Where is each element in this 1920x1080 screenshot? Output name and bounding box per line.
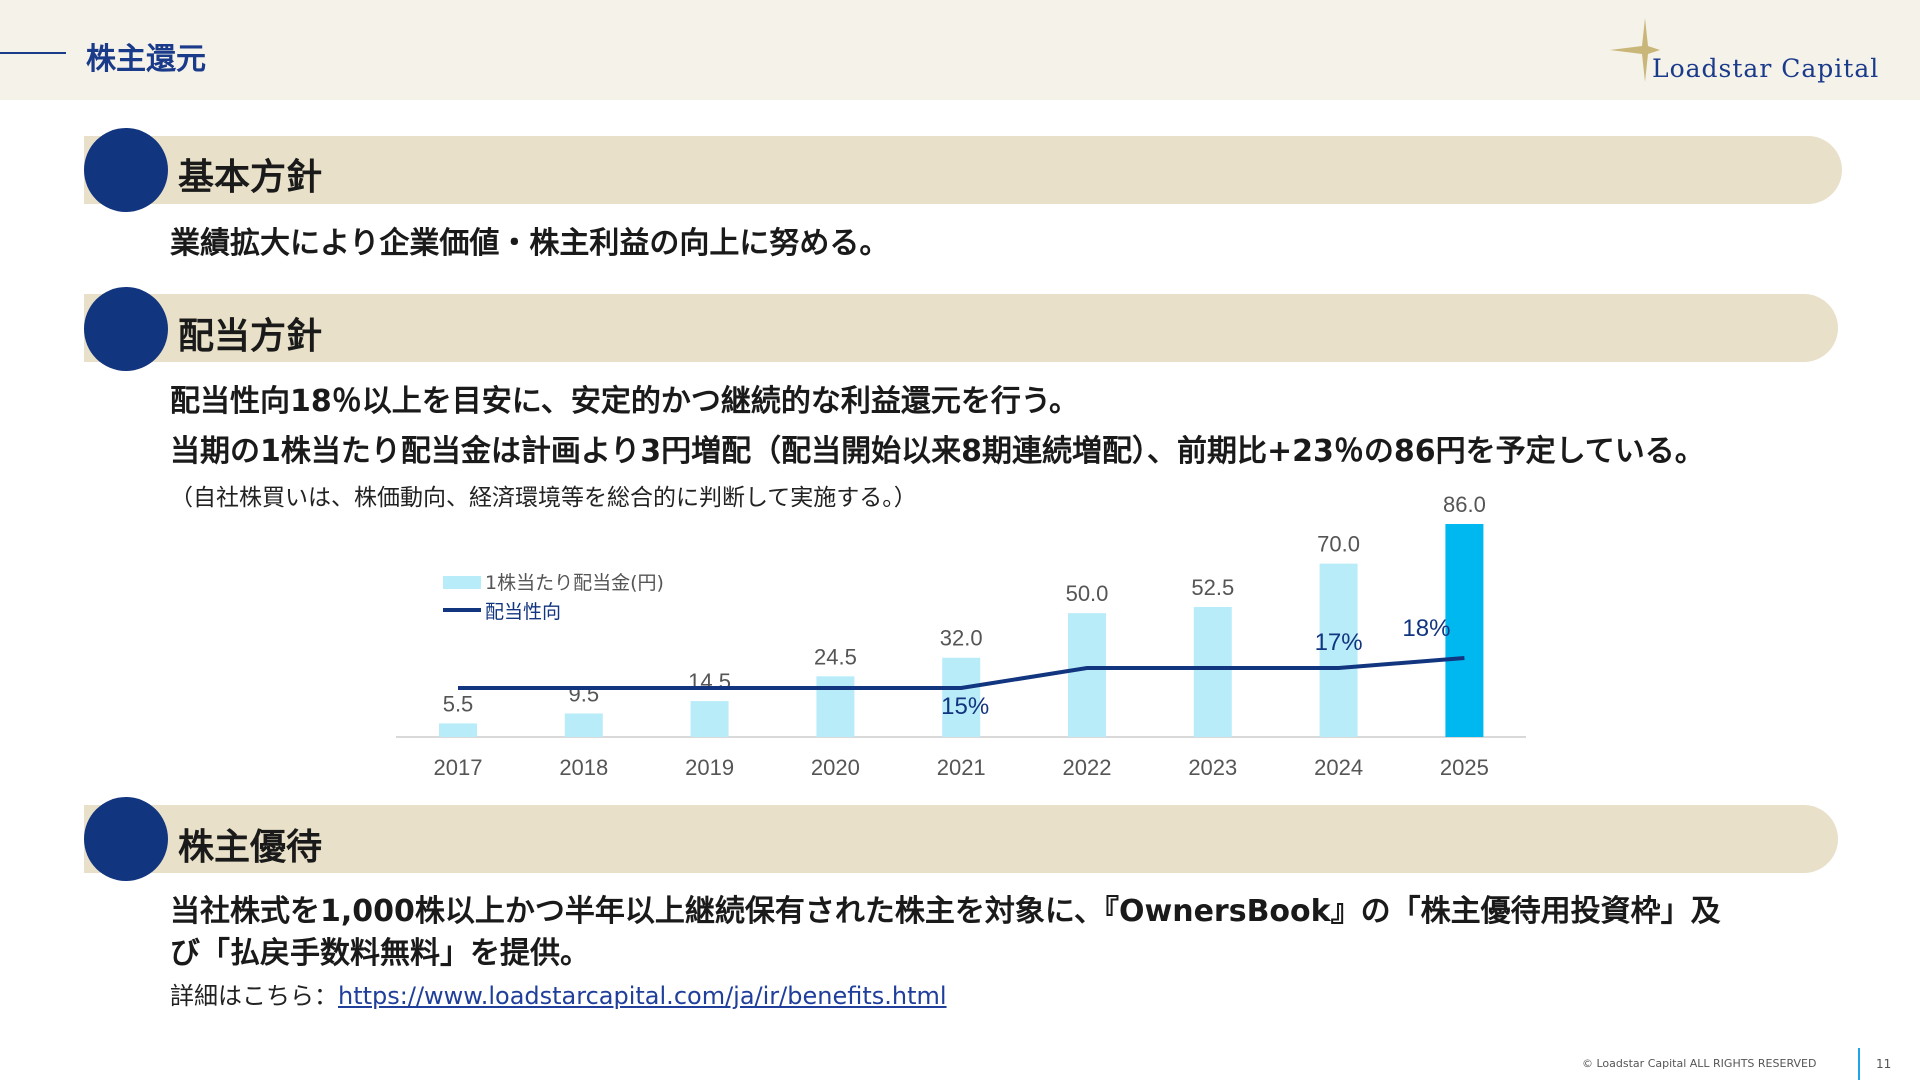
- legend-line-label: 配当性向: [485, 601, 561, 623]
- payout-ratio-line: [458, 656, 1465, 690]
- x-tick-label: 2022: [1063, 755, 1112, 780]
- dividend-plan-text: 当期の1株当たり配当金は計画より3円増配（配当開始以来8期連続増配）、前期比+2…: [170, 434, 1705, 469]
- logo-text: Loadstar Capital: [1652, 54, 1880, 83]
- bar-value-label: 14.5: [688, 669, 731, 694]
- bar-value-label: 52.5: [1191, 575, 1234, 600]
- bar-value-label: 9.5: [569, 681, 600, 706]
- x-tick-label: 2018: [559, 755, 608, 780]
- dividend-bar: [1193, 606, 1232, 737]
- dividend-bar: [816, 676, 855, 737]
- x-tick-label: 2019: [685, 755, 734, 780]
- x-tick-label: 2023: [1188, 755, 1237, 780]
- payout-ratio-label: 15%: [941, 693, 989, 720]
- buyback-note: （自社株買いは、株価動向、経済環境等を総合的に判断して実施する。）: [170, 485, 917, 511]
- x-tick-label: 2024: [1314, 755, 1363, 780]
- bar-value-label: 50.0: [1066, 581, 1109, 606]
- detail-label: 詳細はこちら：: [170, 982, 338, 1010]
- dividend-bar: [690, 701, 729, 737]
- dividend-bar: [439, 723, 477, 737]
- page-number: 11: [1876, 1057, 1892, 1071]
- benefits-detail-line: 詳細はこちら：https://www.loadstarcapital.com/j…: [170, 976, 947, 1011]
- benefits-link[interactable]: https://www.loadstarcapital.com/ja/ir/be…: [338, 982, 947, 1010]
- basic-policy-text: 業績拡大により企業価値・株主利益の向上に努める。: [170, 226, 890, 261]
- dividend-bar: [564, 713, 603, 737]
- header: 株主還元 Loadstar Capital: [0, 0, 1920, 100]
- section-title-dividend: 配当方針: [178, 316, 323, 357]
- dividend-chart-svg: 5.5 2017 9.5 2018 14.5 2019 24.5 2020 32.0 2021 50…: [396, 492, 1526, 780]
- legend-bar-label: 1株当たり配当金(円): [485, 572, 664, 594]
- bar-value-label: 32.0: [940, 626, 983, 651]
- company-logo: Loadstar Capital: [1590, 14, 1900, 90]
- section-bar-benefits: [84, 805, 1838, 873]
- bar-value-label: 70.0: [1317, 532, 1360, 557]
- payout-ratio-label: 18%: [1402, 615, 1450, 642]
- dividend-bar: [1445, 524, 1484, 737]
- benefits-text-line1: 当社株式を1,000株以上かつ半年以上継続保有された株主を対象に、『Owners…: [170, 894, 1721, 929]
- section-marker-icon: [84, 797, 168, 881]
- section-marker-icon: [84, 287, 168, 371]
- copyright: © Loadstar Capital ALL RIGHTS RESERVED: [1582, 1057, 1817, 1070]
- x-tick-label: 2020: [811, 755, 860, 780]
- dividend-policy-text: 配当性向18％以上を目安に、安定的かつ継続的な利益還元を行う。: [170, 384, 1080, 419]
- header-rule: [0, 52, 66, 54]
- bar-value-label: 24.5: [814, 644, 857, 669]
- section-bar-basic: [84, 136, 1842, 204]
- section-title-basic: 基本方針: [178, 157, 323, 198]
- footer-rule: [1858, 1048, 1860, 1080]
- page-title: 株主還元: [86, 42, 206, 77]
- bar-value-label: 86.0: [1443, 492, 1486, 517]
- dividend-bar: [1319, 563, 1358, 737]
- bar-value-label: 5.5: [443, 691, 474, 716]
- payout-ratio-label: 17%: [1315, 629, 1363, 656]
- x-tick-label: 2025: [1440, 755, 1489, 780]
- benefits-text-line2: び「払戻手数料無料」を提供。: [170, 936, 590, 971]
- x-tick-label: 2021: [937, 755, 986, 780]
- section-title-benefits: 株主優待: [178, 827, 323, 868]
- dividend-bar: [942, 657, 981, 737]
- dividend-chart: 5.5 2017 9.5 2018 14.5 2019 24.5 2020 32.0 2021 50…: [0, 480, 1920, 800]
- section-marker-icon: [84, 128, 168, 212]
- star-logo-icon: [1610, 18, 1660, 82]
- legend-bar-swatch: [443, 576, 481, 589]
- dividend-bar: [1068, 613, 1106, 737]
- section-bar-dividend: [84, 294, 1838, 362]
- x-tick-label: 2017: [434, 755, 483, 780]
